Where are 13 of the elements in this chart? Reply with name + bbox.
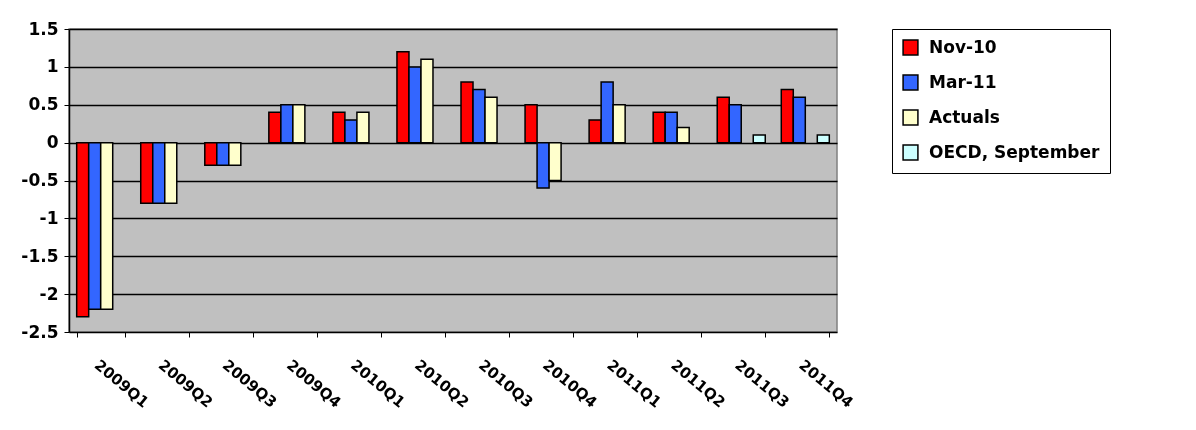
legend-label: Mar-11 — [929, 71, 997, 92]
y-tick-label: 0 — [46, 132, 59, 153]
y-tick-label: -2 — [39, 283, 59, 304]
y-tick-label: 1.5 — [28, 18, 59, 39]
y-tick-label: 1 — [46, 56, 59, 77]
y-tick-label: -0.5 — [21, 170, 59, 190]
legend-label: Nov-10 — [929, 36, 997, 57]
y-tick-label: -1 — [39, 207, 59, 228]
legend-label: Actuals — [929, 106, 1000, 127]
y-tick-label: -2.5 — [21, 321, 59, 342]
legend-label: OECD, September — [929, 141, 1101, 162]
y-tick-label: -1.5 — [21, 245, 59, 266]
y-tick-label: 0.5 — [28, 94, 59, 115]
